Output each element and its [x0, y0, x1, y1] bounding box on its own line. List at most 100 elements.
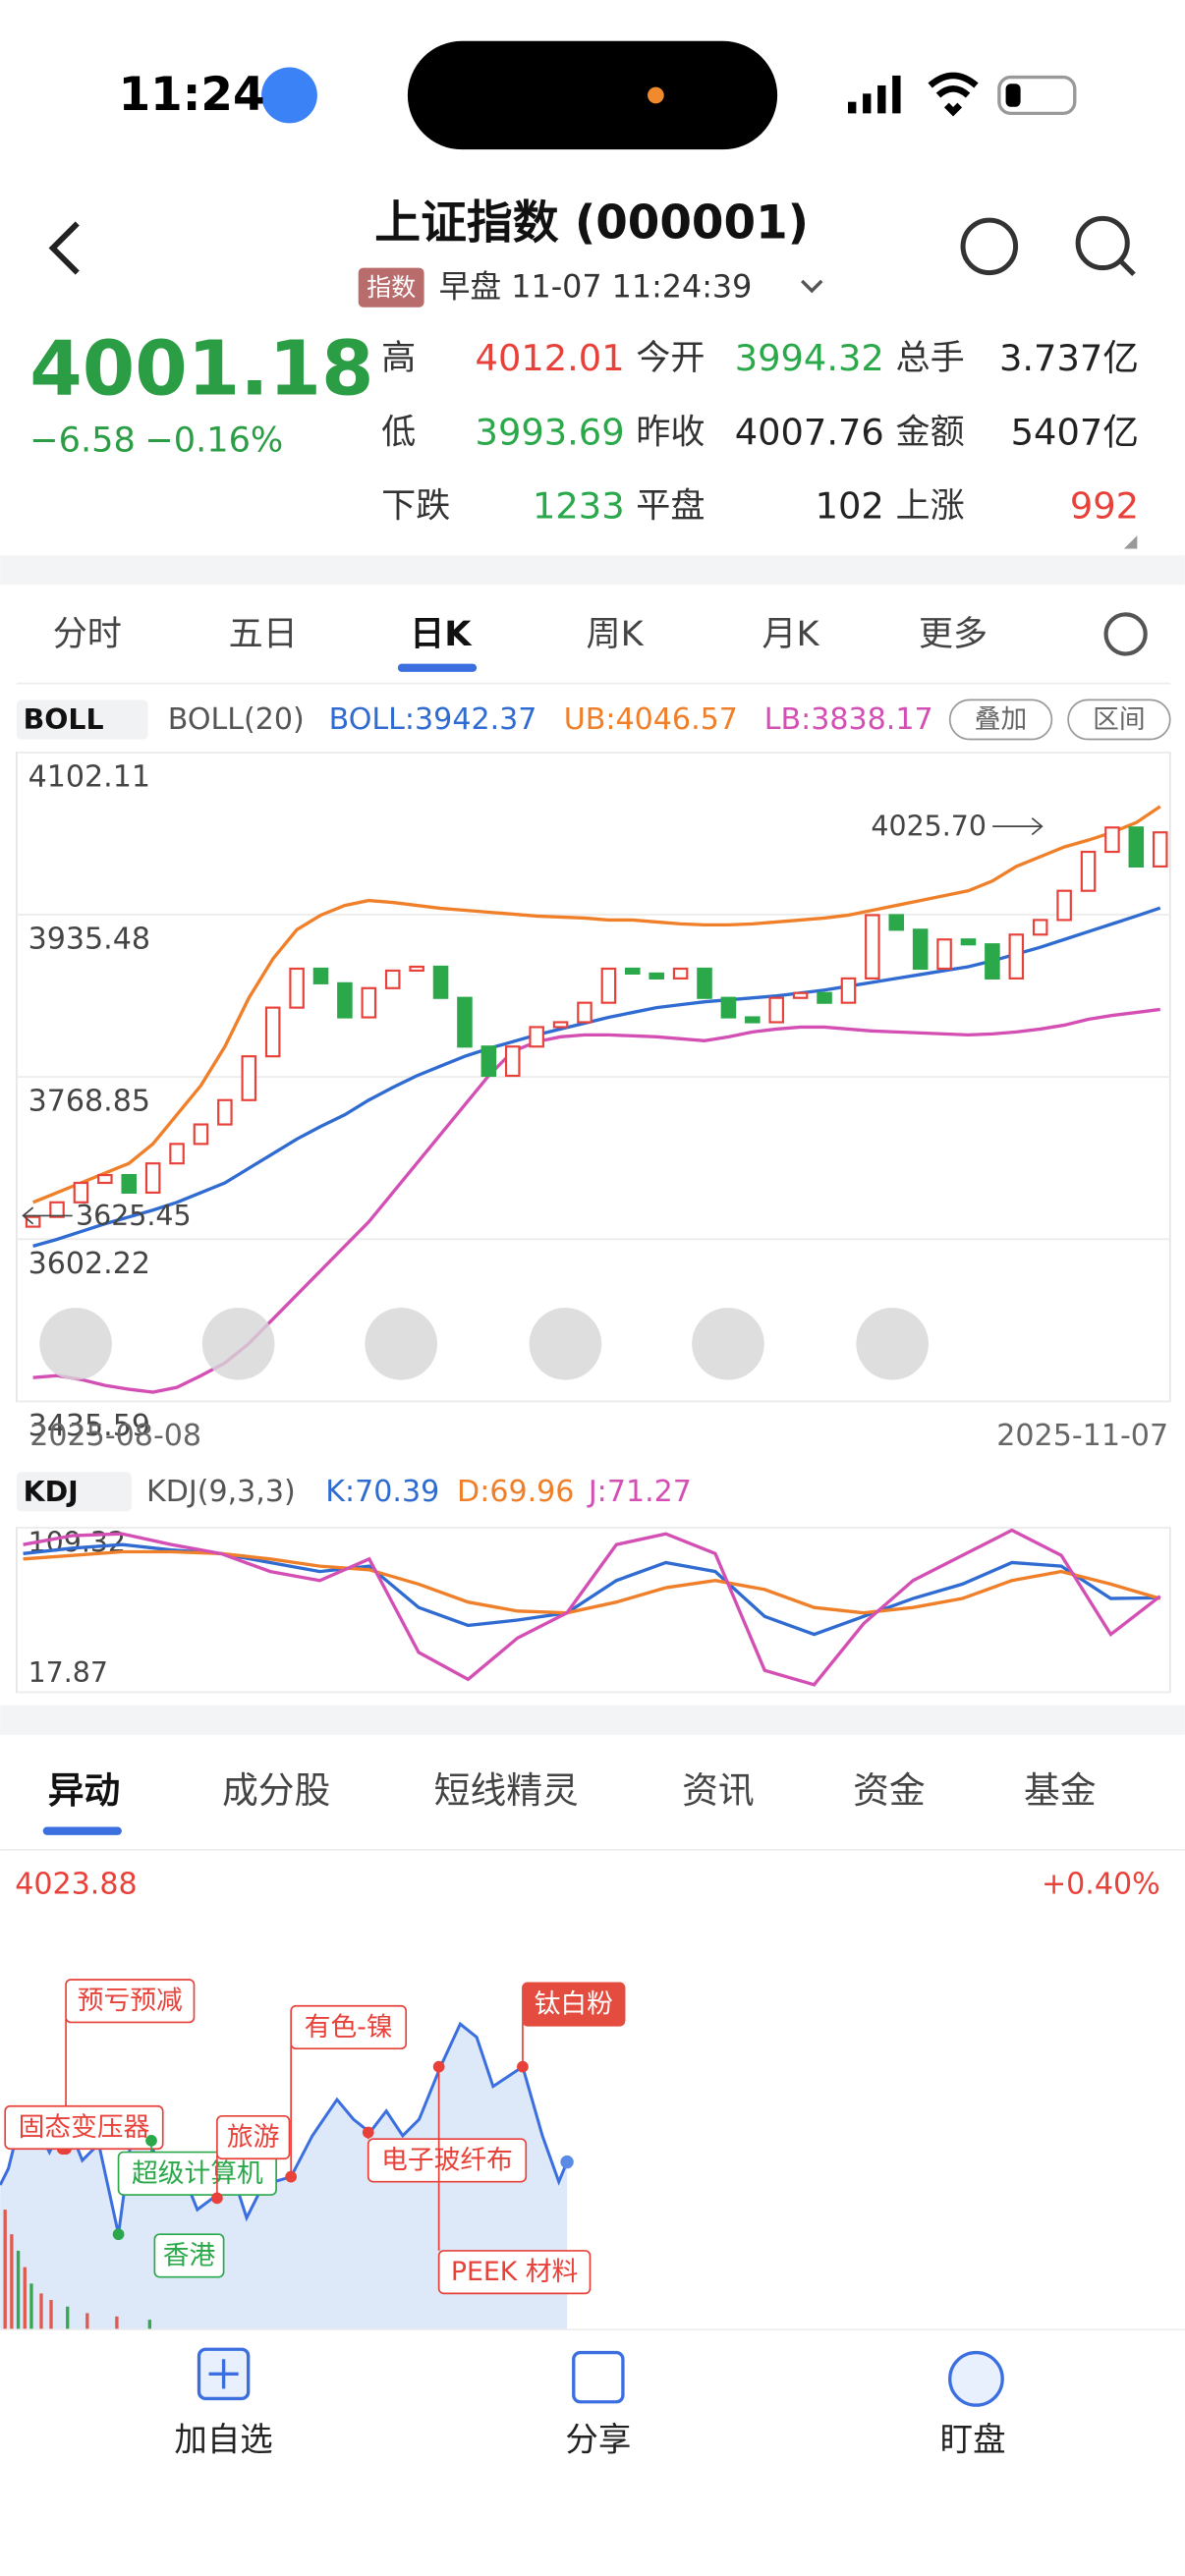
tag-dot [211, 2192, 223, 2205]
zoom-button[interactable] [856, 1308, 929, 1380]
candle-body [409, 965, 424, 973]
tag-text: 钛白粉 [535, 1989, 613, 2020]
button-text: 叠加 [975, 704, 1028, 735]
stat-value: 992 [1070, 485, 1139, 528]
assistant-icon[interactable] [960, 217, 1019, 276]
zoom-button[interactable] [39, 1308, 112, 1380]
signal [848, 75, 901, 114]
active-tab-underline [397, 663, 478, 672]
candle-body [217, 1098, 233, 1126]
tag[interactable] [117, 2151, 277, 2196]
candle-body [1080, 850, 1097, 892]
range-button[interactable] [1067, 699, 1171, 741]
stat-label: 金额 [896, 412, 965, 452]
tag-dot [112, 2228, 125, 2241]
candle-body [792, 991, 809, 999]
settings[interactable] [1103, 612, 1148, 656]
arrow [992, 817, 1044, 836]
watch-icon[interactable] [948, 2350, 1004, 2407]
candle-body [144, 1162, 161, 1194]
legend-ub: UB:4046.57 [564, 702, 738, 737]
change: −6.58 [29, 420, 136, 461]
intraday-area [0, 2024, 568, 2330]
tag-dot [285, 2170, 298, 2183]
stat-label: 高 [381, 338, 416, 378]
share-icon[interactable] [572, 2350, 625, 2404]
y-tick-label: 3768.85 [28, 1085, 150, 1119]
indicator-params: KDJ(9,3,3) [146, 1475, 296, 1509]
stat-label: 总手 [896, 338, 965, 378]
toolbar-label: 分享 [565, 2421, 631, 2459]
battery [997, 75, 1077, 116]
overlay-button[interactable] [948, 699, 1053, 741]
tag[interactable] [367, 2138, 528, 2183]
candle-body [865, 914, 880, 980]
period-tab: 五日 [229, 614, 298, 654]
tag-text: 超级计算机 [132, 2158, 263, 2189]
zoom-button[interactable] [201, 1308, 275, 1380]
tag[interactable] [290, 2004, 408, 2050]
zoom-button[interactable] [692, 1308, 764, 1380]
candle-body [697, 967, 712, 999]
stat-label: 平盘 [636, 486, 705, 527]
stat-value: 102 [816, 485, 884, 528]
tag[interactable] [4, 2104, 164, 2151]
low-annotation: 3625.45 [76, 1200, 191, 1232]
kdj-select[interactable] [16, 1472, 132, 1512]
tag[interactable] [153, 2233, 225, 2278]
tag-text: 电子玻纤布 [381, 2145, 513, 2175]
back-button[interactable] [48, 221, 80, 275]
stat-value: 3993.69 [476, 411, 625, 453]
badge [358, 267, 424, 308]
candle-body [840, 977, 857, 1004]
tag-dot [432, 2060, 445, 2073]
candle-body [625, 967, 641, 976]
wifi [928, 72, 979, 117]
tag[interactable] [437, 2250, 592, 2295]
stat-label: 上涨 [896, 486, 965, 527]
session: 早盘 11-07 11:24:39 [439, 270, 753, 306]
candle-body [264, 1006, 281, 1058]
clock: 11:24 [119, 69, 265, 122]
tag-dot [145, 2135, 157, 2147]
indicator-name: BOLL [24, 703, 104, 736]
stat-value: 3.737亿 [999, 337, 1139, 379]
section-tab: 异动 [48, 1769, 121, 1812]
separator [0, 555, 1185, 586]
zoom-button[interactable] [529, 1308, 602, 1380]
boll-line [32, 906, 1161, 1249]
stat-value: 1233 [533, 485, 625, 528]
intraday-pct: +0.40% [1042, 1868, 1160, 1902]
audio-icon [261, 67, 317, 124]
camera-dot [648, 86, 664, 104]
candle-body [49, 1201, 65, 1218]
tag-text: 预亏预减 [78, 1986, 183, 2016]
indicator-name: KDJ [24, 1476, 79, 1508]
separator [0, 1705, 1185, 1735]
legend-boll: BOLL:3942.37 [329, 702, 537, 737]
legend-lb: LB:3838.17 [764, 702, 933, 737]
x-tick-label: 2025-11-07 [996, 1419, 1168, 1453]
search-icon[interactable] [1075, 215, 1130, 271]
tag[interactable] [522, 1982, 626, 2027]
candle-body [1152, 831, 1168, 868]
candle-body [960, 938, 977, 946]
tag-text: 固态变压器 [19, 2112, 150, 2143]
dropdown[interactable] [801, 279, 823, 294]
change-pct: −0.16% [144, 420, 283, 461]
candle-body [1104, 826, 1120, 854]
period-tab: 周K [587, 614, 645, 654]
tag[interactable] [65, 1979, 196, 2024]
price: 4001.18 [29, 326, 373, 414]
y-tick-label: 4102.11 [28, 759, 150, 794]
candle-body [73, 1181, 89, 1204]
kdj-line [23, 1528, 1161, 1687]
candle-body [552, 1021, 569, 1029]
candle-body [1032, 919, 1048, 936]
candle-body [745, 1016, 761, 1024]
tag[interactable] [216, 2114, 291, 2160]
zoom-button[interactable] [365, 1308, 437, 1380]
indicator-select[interactable] [16, 700, 148, 740]
